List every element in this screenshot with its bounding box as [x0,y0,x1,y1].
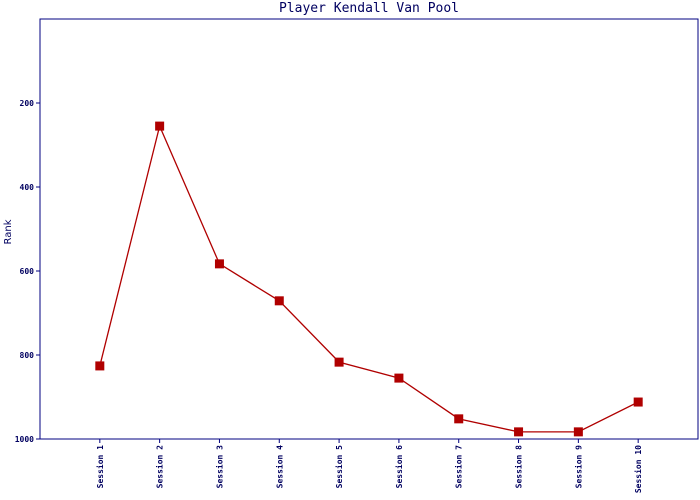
data-point [274,296,284,306]
y-tick-label: 600 [20,267,35,276]
y-tick-label: 200 [20,99,35,108]
y-axis-label: Rank [3,219,14,244]
data-point [633,397,643,407]
x-tick-label: Session 3 [214,445,224,489]
x-tick-label: Session 10 [633,445,643,493]
x-tick-label: Session 1 [95,445,105,489]
data-point [214,259,224,269]
x-tick-label: Session 5 [334,445,344,489]
data-point [514,427,524,437]
data-point [334,357,344,367]
y-tick-label: 400 [20,183,35,192]
x-tick-label: Session 8 [514,445,524,489]
plot-frame [39,18,699,440]
data-point [454,414,464,424]
x-tick-label: Session 4 [274,445,284,489]
data-point [394,373,404,383]
data-line [99,124,639,433]
data-point [95,361,105,371]
y-tick-label: 1000 [15,435,34,444]
x-tick-label: Session 6 [394,445,404,489]
chart-title: Player Kendall Van Pool [279,1,459,16]
x-tick-label: Session 7 [454,445,464,489]
y-tick-label: 800 [20,351,35,360]
x-tick-label: Session 9 [573,445,583,489]
data-point [573,427,583,437]
x-tick-label: Session 2 [155,445,165,489]
data-point [155,121,165,131]
